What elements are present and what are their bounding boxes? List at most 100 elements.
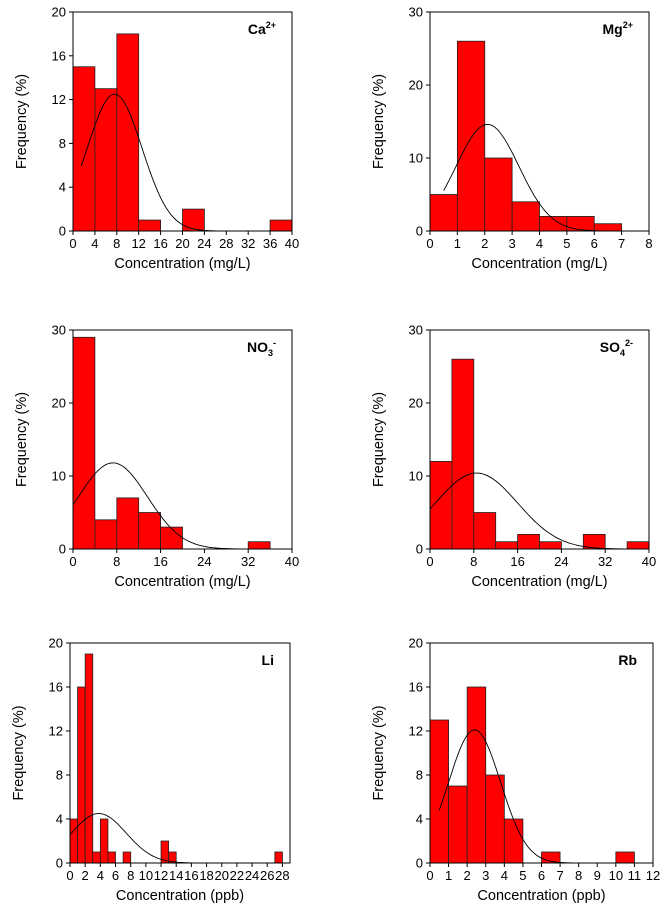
x-tick-label: 16	[184, 868, 198, 883]
bar-4	[99, 818, 109, 864]
ion-superscript: 2+	[623, 20, 633, 30]
x-tick-label: 40	[285, 554, 299, 569]
bar-2	[84, 653, 94, 864]
y-tick-label: 16	[49, 680, 63, 695]
y-tick-label: 4	[416, 812, 423, 827]
ion-symbol: Li	[262, 652, 274, 668]
x-tick-label: 11	[628, 868, 642, 883]
histogram-panel-so: 0 10 20 30 0 8 16 24 32 40 Concentration (mg/L) Fre…	[371, 323, 656, 591]
y-tick-label: 0	[416, 542, 423, 557]
y-tick-label: 12	[49, 724, 63, 739]
y-tick-label: 20	[409, 636, 423, 651]
bar-7	[626, 541, 650, 550]
x-tick-label: 4	[536, 236, 543, 251]
plot-frame	[72, 329, 293, 550]
x-tick-label: 40	[285, 236, 299, 251]
x-tick-label: 0	[426, 554, 433, 569]
x-tick-label: 10	[139, 868, 153, 883]
x-tick-label: 40	[642, 554, 656, 569]
y-tick-label: 0	[416, 856, 423, 871]
x-tick-label: 12	[131, 236, 145, 251]
x-tick-label: 6	[591, 236, 598, 251]
y-tick-label: 10	[409, 151, 423, 166]
bar-2	[116, 497, 140, 550]
bar-4	[160, 526, 183, 550]
y-tick-label: 12	[52, 92, 66, 107]
x-tick-label: 6	[112, 868, 119, 883]
ion-symbol: Mg	[603, 21, 623, 37]
y-tick-label: 8	[56, 768, 63, 783]
bar-5	[539, 541, 562, 550]
y-axis-label: Frequency (%)	[371, 392, 387, 487]
x-tick-label: 0	[66, 868, 73, 883]
y-tick-label: 10	[52, 469, 66, 484]
y-tick-label: 30	[409, 323, 423, 338]
y-tick-label: 16	[409, 680, 423, 695]
bar-5	[247, 541, 271, 550]
x-tick-label: 8	[575, 868, 582, 883]
bar-3	[138, 219, 161, 232]
x-tick-label: 10	[609, 868, 623, 883]
bar-2	[116, 33, 140, 232]
bar-1	[456, 40, 486, 232]
x-tick-label: 20	[214, 868, 228, 883]
y-tick-label: 30	[409, 5, 423, 20]
bar-3	[92, 851, 101, 864]
x-tick-label: 3	[509, 236, 516, 251]
x-tick-label: 0	[426, 236, 433, 251]
x-tick-label: 26	[260, 868, 274, 883]
x-tick-label: 24	[554, 554, 568, 569]
ion-superscript: 2-	[625, 338, 633, 348]
y-tick-label: 4	[56, 812, 63, 827]
ion-label: SO42-	[600, 338, 633, 358]
x-tick-label: 8	[127, 868, 134, 883]
y-tick-label: 8	[416, 768, 423, 783]
x-tick-label: 22	[230, 868, 244, 883]
y-tick-label: 0	[56, 856, 63, 871]
x-axis-label: Concentration (ppb)	[116, 888, 244, 904]
x-tick-label: 8	[470, 554, 477, 569]
bar-0	[69, 818, 78, 864]
bar-2	[466, 686, 487, 864]
bar-1	[94, 88, 118, 232]
x-tick-label: 4	[501, 868, 508, 883]
x-axis-label: Concentration (mg/L)	[471, 256, 607, 272]
ion-label: NO3-	[247, 338, 276, 358]
x-tick-label: 24	[245, 868, 259, 883]
y-tick-label: 0	[59, 542, 66, 557]
ion-symbol: Ca	[248, 21, 266, 37]
y-axis-label: Frequency (%)	[14, 74, 30, 169]
bar-0	[72, 66, 96, 232]
bar-6	[615, 851, 635, 864]
x-tick-label: 0	[69, 554, 76, 569]
histogram-panel-mg: 0 10 20 30 0 1 2 3 4 5 6 7 8 Concentration (mg/L) Freq…	[371, 5, 653, 273]
bar-9	[274, 851, 283, 864]
ion-symbol: SO	[600, 339, 620, 355]
ion-subscript: 4	[620, 348, 625, 358]
y-tick-label: 30	[52, 323, 66, 338]
ion-label: Rb	[618, 652, 637, 668]
bar-5	[269, 219, 293, 232]
x-tick-label: 7	[618, 236, 625, 251]
ion-label: Mg2+	[603, 20, 633, 37]
bar-2	[484, 157, 513, 232]
x-tick-label: 16	[510, 554, 524, 569]
bar-0	[429, 194, 458, 232]
bar-6	[122, 851, 132, 864]
y-tick-label: 10	[409, 469, 423, 484]
x-tick-label: 0	[69, 236, 76, 251]
x-tick-label: 24	[197, 554, 211, 569]
x-axis-label: Concentration (ppb)	[477, 888, 605, 904]
bar-4	[517, 534, 540, 550]
y-tick-label: 20	[409, 78, 423, 93]
bar-1	[451, 358, 475, 550]
x-tick-label: 6	[538, 868, 545, 883]
x-tick-label: 5	[563, 236, 570, 251]
x-tick-label: 0	[426, 868, 433, 883]
x-tick-label: 12	[154, 868, 168, 883]
x-tick-label: 4	[91, 236, 98, 251]
ion-label: Li	[262, 652, 274, 668]
x-tick-label: 16	[153, 236, 167, 251]
